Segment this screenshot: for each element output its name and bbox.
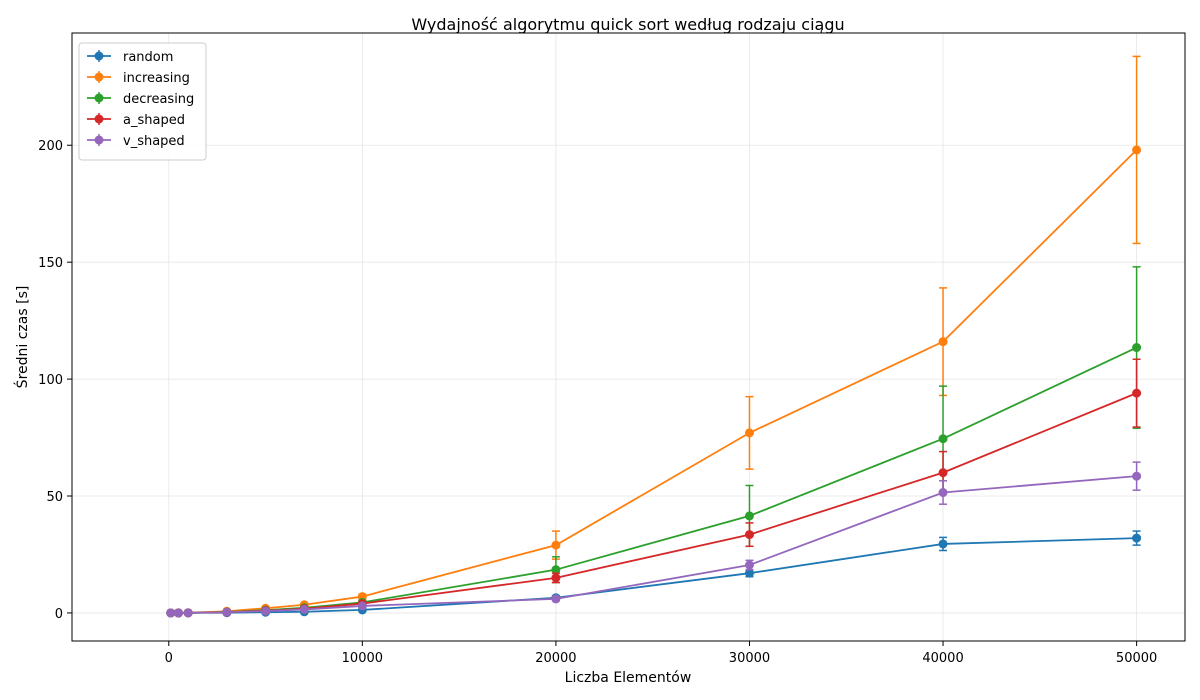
- x-tick-label: 30000: [729, 651, 770, 666]
- data-point: [166, 608, 176, 618]
- legend-item: decreasing: [87, 92, 194, 107]
- data-point: [183, 608, 193, 618]
- data-point: [744, 511, 754, 521]
- legend-label: increasing: [123, 71, 190, 86]
- data-point: [1132, 388, 1142, 398]
- data-point: [744, 428, 754, 438]
- data-point: [1132, 145, 1142, 155]
- y-tick-label: 150: [38, 256, 63, 271]
- data-point: [1132, 343, 1142, 353]
- legend-marker: [94, 135, 104, 145]
- data-point: [744, 560, 754, 570]
- data-point: [938, 468, 948, 478]
- y-axis-label: Średni czas [s]: [13, 286, 31, 389]
- data-point: [938, 337, 948, 347]
- legend-label: a_shaped: [123, 113, 185, 128]
- x-tick-label: 20000: [535, 651, 576, 666]
- chart-title: Wydajność algorytmu quick sort według ro…: [411, 15, 844, 34]
- axis-ticks: 0 10000 20000 30000 40000 50000 0 50 100 150 200: [38, 139, 1157, 666]
- series-line: [170, 346, 1137, 614]
- series-v_shaped: [166, 461, 1142, 618]
- legend: random increasing decreasing a_shaped v_shap…: [78, 42, 207, 161]
- legend-marker: [94, 72, 104, 82]
- legend-item: increasing: [87, 71, 190, 86]
- legend-item: v_shaped: [87, 134, 185, 149]
- legend-frame: [78, 42, 207, 161]
- x-tick-label: 50000: [1116, 651, 1157, 666]
- data-point: [357, 601, 367, 611]
- data-point: [173, 608, 183, 618]
- x-tick-label: 40000: [922, 651, 963, 666]
- x-tick-label: 10000: [342, 651, 383, 666]
- series-line: [170, 537, 1137, 614]
- legend-marker: [94, 51, 104, 61]
- x-axis-label: Liczba Elementów: [565, 670, 692, 686]
- series-line: [170, 149, 1138, 614]
- legend-label: random: [123, 50, 173, 65]
- legend-item: random: [87, 50, 173, 65]
- series-layer: [166, 55, 1142, 618]
- data-point: [222, 607, 232, 617]
- data-point: [551, 594, 561, 604]
- data-point: [744, 568, 754, 578]
- data-point: [261, 606, 271, 616]
- data-point: [938, 488, 948, 498]
- x-tick-label: 0: [165, 651, 173, 666]
- series-line: [170, 392, 1137, 614]
- data-point: [744, 530, 754, 540]
- data-point: [551, 565, 561, 575]
- legend-item: a_shaped: [87, 113, 185, 128]
- plot-area: [71, 32, 1186, 642]
- y-tick-label: 50: [46, 490, 63, 505]
- y-tick-label: 100: [38, 373, 63, 388]
- y-tick-label: 0: [55, 607, 63, 622]
- legend-marker: [94, 114, 104, 124]
- data-point: [299, 604, 309, 614]
- legend-marker: [94, 93, 104, 103]
- series-line: [170, 475, 1137, 614]
- data-point: [1132, 533, 1142, 543]
- data-point: [551, 573, 561, 583]
- data-point: [551, 540, 561, 550]
- series-increasing: [166, 55, 1142, 618]
- series-decreasing: [166, 266, 1142, 618]
- legend-label: decreasing: [123, 92, 194, 107]
- y-tick-label: 200: [38, 139, 63, 154]
- legend-label: v_shaped: [123, 134, 185, 149]
- data-point: [938, 434, 948, 444]
- data-point: [1132, 471, 1142, 481]
- data-point: [938, 539, 948, 549]
